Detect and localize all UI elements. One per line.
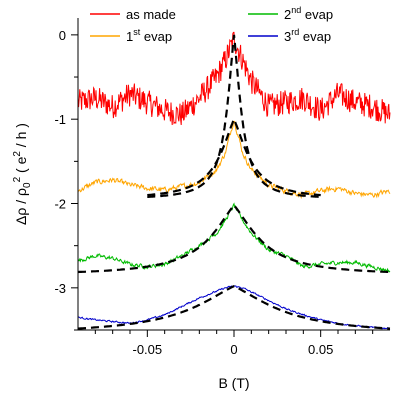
legend-layer: as made 1st evap 2nd evap 3rd evap [90, 5, 333, 44]
axes-layer: 0 -1 -2 -3 -0.05 0 0.05 B (T) Δρ / ρ02 ( e2 / h … [12, 18, 390, 391]
fit-curve-2 [147, 116, 321, 197]
legend-label-4: 3rd evap [284, 27, 331, 44]
y-tick-label: 0 [59, 28, 66, 43]
fit-curve-1 [147, 34, 321, 198]
y-axis-title: Δρ / ρ02 ( e2 / h ) [12, 123, 33, 225]
series-line-4 [77, 285, 391, 330]
fit-layer [77, 34, 391, 330]
x-tick-label: 0 [230, 342, 237, 357]
fit-curve-4 [77, 284, 391, 330]
x-tick-label: -0.05 [133, 342, 163, 357]
legend-label-1: as made [126, 7, 176, 22]
legend-label-2: 1st evap [126, 27, 172, 44]
y-tick-label: -3 [54, 281, 66, 296]
series-layer [77, 31, 391, 330]
series-line-3 [77, 202, 391, 274]
series-line-2 [77, 120, 391, 200]
x-tick-label: 0.05 [308, 342, 333, 357]
fit-curve-3 [77, 203, 391, 274]
series-line-1 [77, 31, 391, 126]
x-axis-title: B (T) [218, 375, 249, 391]
y-tick-label: -2 [54, 197, 66, 212]
legend-label-3: 2nd evap [284, 5, 333, 22]
y-tick-label: -1 [54, 112, 66, 127]
